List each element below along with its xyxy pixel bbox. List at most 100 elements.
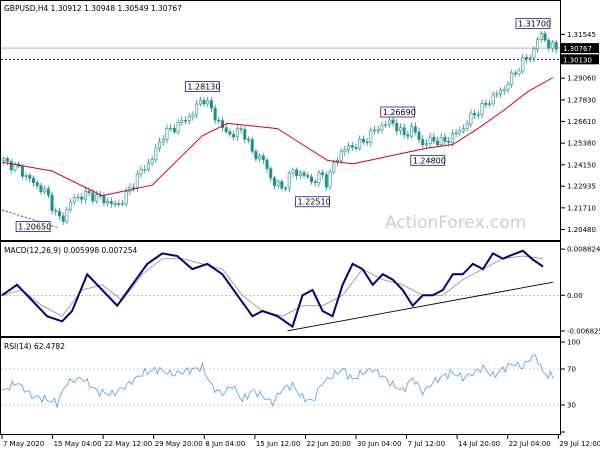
candle-body <box>384 124 388 126</box>
candle-body <box>476 114 480 116</box>
candle-body <box>243 129 247 140</box>
candle-body <box>265 159 269 169</box>
candle-body <box>57 210 61 217</box>
candle-body <box>239 128 243 130</box>
macd-tick-label: -0.006825 <box>567 327 600 335</box>
candle-body <box>324 174 328 188</box>
time-tick-label: 8 Jun 04:00 <box>205 440 245 448</box>
candle-body <box>550 42 554 49</box>
candle-body <box>369 130 373 143</box>
candle-body <box>373 129 377 132</box>
candle-body <box>91 192 95 202</box>
candle-body <box>139 169 143 175</box>
candle-body <box>187 116 191 121</box>
price-callout-label: 1.28130 <box>187 83 220 92</box>
candle-body <box>302 172 306 176</box>
candle-body <box>65 209 69 222</box>
candle-body <box>447 141 451 143</box>
candle-body <box>521 56 525 72</box>
candle-body <box>517 70 521 75</box>
candle-body <box>332 162 336 173</box>
candle-body <box>28 175 32 179</box>
candle-body <box>284 187 288 190</box>
candle-body <box>13 163 17 171</box>
price-tick-label: 1.22935 <box>567 183 596 191</box>
candle-body <box>198 100 202 105</box>
candle-body <box>46 188 50 196</box>
candle-body <box>439 137 443 146</box>
price-callout-box <box>15 221 51 232</box>
rsi-panel: 100 70 30 <box>1 339 580 433</box>
candle-body <box>221 120 225 128</box>
candle-body <box>183 120 187 122</box>
price-tick-label: 1.21710 <box>567 204 596 212</box>
candle-body <box>272 177 276 186</box>
candle-body <box>206 100 210 105</box>
price-tick-label: 1.20480 <box>567 226 596 234</box>
candle-body <box>143 169 147 171</box>
time-tick-label: 7 Jul 12:00 <box>408 440 446 448</box>
candle-body <box>539 33 543 40</box>
candle-body <box>432 136 436 142</box>
time-axis: 7 May 2020 15 May 04:00 22 May 12:00 29 May… <box>1 435 600 448</box>
candle-body <box>254 151 258 160</box>
candle-body <box>421 139 425 146</box>
time-tick-label: 22 Jul 04:00 <box>509 440 551 448</box>
candle-body <box>72 197 76 203</box>
price-tick-label: 1.24150 <box>567 161 596 169</box>
candle-body <box>291 169 295 174</box>
rsi-tick-label: 30 <box>567 402 576 410</box>
candle-body <box>24 175 28 177</box>
candle-body <box>306 175 310 178</box>
candle-body <box>180 120 184 123</box>
candle-body <box>250 139 254 152</box>
candle-body <box>246 138 250 141</box>
time-tick-label: 30 Jun 04:00 <box>357 440 401 448</box>
current-price-tag-text: 1.30767 <box>563 45 592 53</box>
candle-body <box>458 130 462 134</box>
level-price-tag-text: 1.30130 <box>563 56 592 64</box>
candle-body <box>35 182 39 186</box>
current-price-tag-bg <box>561 43 599 54</box>
candle-body <box>213 107 217 121</box>
candle-body <box>195 103 199 116</box>
candle-body <box>9 161 13 171</box>
candle-body <box>487 103 491 105</box>
candle-body <box>502 88 506 92</box>
price-tick-label: 1.26610 <box>567 118 596 126</box>
candle-body <box>280 181 284 189</box>
macd-header: MACD(12,26,9) 0.005998 0.007254 <box>4 246 138 255</box>
rsi-tick-label: 100 <box>567 339 580 347</box>
candle-body <box>2 158 6 161</box>
candle-body <box>95 194 99 202</box>
candle-body <box>317 172 321 184</box>
candle-body <box>6 158 10 162</box>
candle-body <box>295 169 299 176</box>
candle-body <box>158 141 162 149</box>
candle-body <box>524 56 528 59</box>
price-callout-box <box>184 81 220 93</box>
price-panel: 1.31545 1.29060 1.27830 1.26610 1.25380 1.241… <box>1 18 599 234</box>
candle-body <box>287 172 291 189</box>
candle-body <box>461 128 465 132</box>
time-tick-label: 15 Jun 12:00 <box>256 440 300 448</box>
candle-body <box>391 119 395 124</box>
candle-body <box>310 176 314 182</box>
candle-body <box>224 127 228 132</box>
macd-panel-frame <box>0 241 561 337</box>
candle-body <box>20 165 24 177</box>
candle-body <box>454 132 458 135</box>
candle-body <box>276 181 280 186</box>
candle-body <box>513 72 517 75</box>
price-header: GBPUSD,H4 1.30912 1.30948 1.30549 1.3076… <box>4 4 182 13</box>
price-panel-frame <box>0 0 561 241</box>
price-callout-label: 1.26690 <box>383 108 416 117</box>
candle-body <box>172 127 176 133</box>
macd-tick-label: 0.008824 <box>567 246 600 254</box>
price-tick-label: 1.31545 <box>567 31 596 39</box>
candle-body <box>547 39 551 49</box>
time-tick-label: 29 May 20:00 <box>155 440 203 448</box>
candle-body <box>61 215 65 222</box>
price-tick-label: 1.25380 <box>567 140 596 148</box>
candle-body <box>428 136 432 145</box>
